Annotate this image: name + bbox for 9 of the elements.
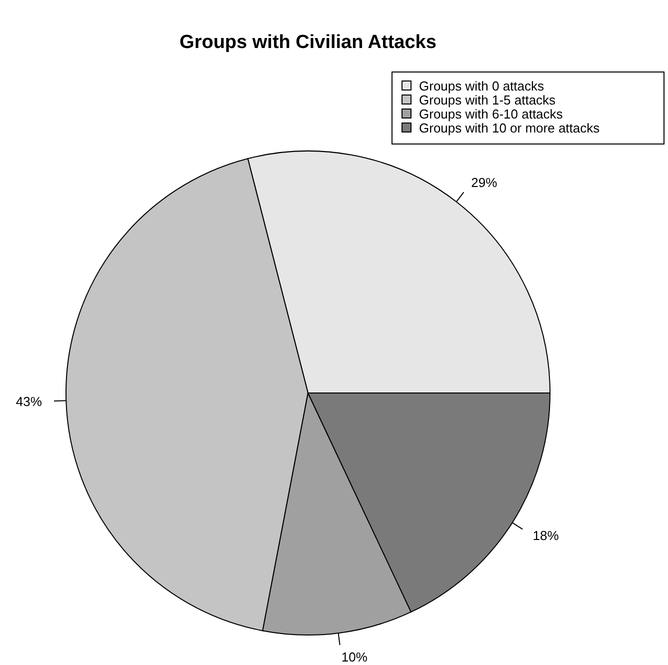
legend-label: Groups with 10 or more attacks [419,120,600,136]
chart-title: Groups with Civilian Attacks [180,32,436,53]
data-label: 18% [532,528,560,544]
legend-label: Groups with 0 attacks [419,78,544,94]
data-label: 29% [471,175,498,190]
legend-label: Groups with 6-10 attacks [419,106,564,122]
legend-label: Groups with 1-5 attacks [419,92,556,108]
data-label: 10% [341,650,368,665]
data-label: 43% [16,394,42,409]
